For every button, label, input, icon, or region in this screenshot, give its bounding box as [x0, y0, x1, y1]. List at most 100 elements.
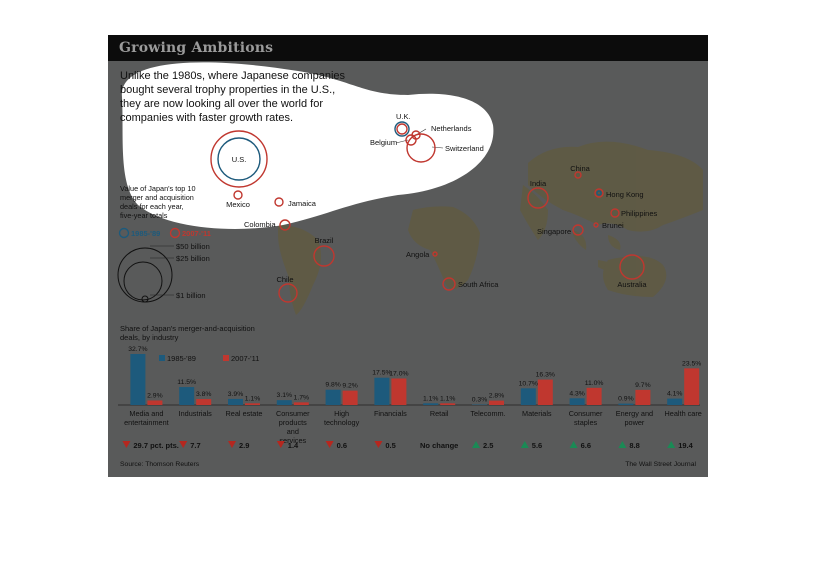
change-label: 8.8 — [629, 441, 639, 450]
category-label: High — [334, 409, 349, 418]
category-label: Industrials — [179, 409, 213, 418]
label-leader-line — [431, 146, 444, 149]
change-label: 0.5 — [385, 441, 395, 450]
bar-2007 — [245, 403, 260, 405]
map-country-label: Singapore — [537, 227, 571, 236]
legend-2007-swatch — [169, 227, 181, 239]
map-country-label: South Africa — [458, 280, 499, 289]
bar-2007 — [196, 399, 212, 405]
map-labels: U.K. Netherlands Belgium Switzerland U.S. Mex… — [226, 112, 657, 289]
map-bubble — [396, 123, 408, 135]
bar-2007 — [537, 379, 553, 405]
bar-value-label-2007: 2.9% — [147, 392, 163, 399]
up-arrow-icon — [667, 441, 676, 448]
footer: Source: Thomson Reuters The Wall Street J… — [120, 461, 696, 468]
bar-2007 — [147, 400, 163, 405]
map-country-label: U.K. — [396, 112, 411, 121]
category-label: Real estate — [226, 409, 263, 418]
map-country-label: Jamaica — [288, 199, 317, 208]
bar-1985 — [325, 389, 341, 405]
map-bubble — [394, 121, 410, 137]
bar-value-label-1985: 3.9% — [228, 391, 244, 398]
legend-title-line: five-year totals — [120, 211, 168, 220]
category-label: Retail — [430, 409, 449, 418]
bar-1985 — [618, 403, 634, 405]
bar-value-label-1985: 4.3% — [569, 390, 585, 397]
map-bubble — [574, 171, 582, 179]
bar-2007 — [293, 402, 309, 405]
infographic-canvas: Unlike the 1980s, where Japanese compani… — [117, 62, 703, 468]
legend-title-line: deals for each year, — [120, 202, 184, 211]
category-label: Media and — [129, 409, 163, 418]
category-label: Consumer — [276, 409, 310, 418]
map-country-label: China — [570, 164, 590, 173]
category-label: services — [279, 436, 306, 445]
bar-value-label-2007: 23.5% — [682, 360, 701, 367]
map-bubble — [233, 190, 243, 200]
map-country-label: Brunei — [602, 221, 624, 230]
bar-value-label-1985: 0.3% — [472, 397, 488, 404]
bar-value-label-2007: 17.0% — [389, 370, 408, 377]
map-country-label: Netherlands — [431, 124, 472, 133]
chart-legend-2007-swatch — [223, 355, 229, 361]
map-bubble — [406, 133, 436, 163]
chart-legend-1985-swatch — [159, 355, 165, 361]
legend-title-line: Value of Japan's top 10 — [120, 184, 196, 193]
infographic: Growing Ambitions Unlike the 1980s, wher… — [108, 35, 708, 477]
size-legend-circle — [123, 261, 163, 301]
bar-2007 — [635, 389, 651, 405]
map-country-label: Angola — [406, 250, 430, 259]
map-country-label: U.S. — [232, 155, 247, 164]
bar-value-label-1985: 11.5% — [177, 379, 196, 386]
map-country-label: Chile — [276, 275, 293, 284]
map-bubble — [278, 283, 298, 303]
category-label: Financials — [374, 409, 407, 418]
bar-2007 — [586, 387, 602, 405]
change-label: 6.6 — [581, 441, 591, 450]
chart-legend-1985-label: 1985-'89 — [167, 354, 196, 363]
map-bubble — [596, 190, 602, 196]
bar-value-label-2007: 16.3% — [536, 372, 555, 379]
map-bubble — [313, 245, 335, 267]
change-label: 2.9 — [239, 441, 249, 450]
size-legend-circle — [117, 247, 173, 303]
change-label: No change — [420, 441, 458, 450]
bar-2007 — [440, 403, 456, 405]
industry-bar-chart: Share of Japan's merger-and-acquisitiond… — [118, 324, 702, 450]
down-arrow-icon — [179, 441, 188, 448]
bar-value-label-2007: 3.8% — [196, 391, 212, 398]
bar-1985 — [520, 388, 536, 405]
change-label: 5.6 — [532, 441, 542, 450]
up-arrow-icon — [569, 441, 578, 448]
legend-1985-swatch — [118, 227, 130, 239]
bar-1985 — [179, 387, 195, 405]
bar-value-label-2007: 1.1% — [440, 395, 456, 402]
map-country-label: Switzerland — [445, 144, 484, 153]
size-legend-circle — [141, 295, 149, 303]
source-note: Source: Thomson Reuters — [120, 461, 200, 468]
map-bubble — [619, 254, 645, 280]
map-country-label: Hong Kong — [606, 190, 644, 199]
size-legend-label: $50 billion — [176, 242, 210, 251]
legend-title-line: merger and acquisition — [120, 193, 194, 202]
bar-2007 — [684, 368, 700, 405]
bar-value-label-1985: 1.1% — [423, 395, 439, 402]
category-label: power — [624, 418, 644, 427]
category-label: technology — [324, 418, 360, 427]
bar-value-label-1985: 0.9% — [618, 396, 634, 403]
legend-1985-label: 1985-'89 — [131, 229, 160, 238]
bar-1985 — [569, 398, 585, 405]
world-map — [278, 141, 703, 315]
legend-2007-label: 2007-'11 — [182, 229, 211, 238]
map-bubble — [610, 208, 620, 218]
down-arrow-icon — [374, 441, 383, 448]
map-country-label: Mexico — [226, 200, 250, 209]
bar-1985 — [374, 377, 390, 405]
map-bubble — [274, 197, 284, 207]
bar-value-label-1985: 10.7% — [519, 380, 538, 387]
bar-1985 — [667, 398, 683, 405]
size-legend-label: $1 billion — [176, 291, 206, 300]
bar-value-label-1985: 32.7% — [128, 346, 147, 353]
chart-title-line: Share of Japan's merger-and-acquisition — [120, 324, 255, 333]
bar-value-label-2007: 9.2% — [342, 383, 358, 390]
